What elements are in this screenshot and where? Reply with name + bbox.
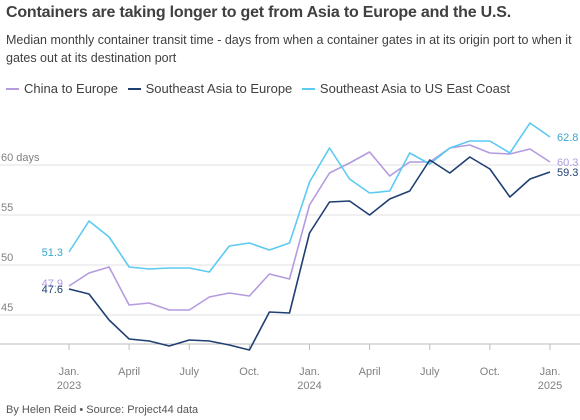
legend-label-sea-europe: Southeast Asia to Europe	[145, 81, 293, 96]
x-tick-label-2024-01-year: 2024	[297, 380, 321, 392]
gridlines	[0, 164, 580, 345]
x-tick-label-2023-07: July	[179, 366, 199, 378]
x-axis-ticks: Jan. 2023 April July Oct. Jan. 2024 April July Oc…	[57, 344, 562, 392]
x-tick-label-2023-04: April	[118, 366, 140, 378]
x-tick-label-2025-01-year: 2025	[538, 380, 562, 392]
legend-swatch-sea-us	[301, 87, 315, 90]
y-tick-label-60: 60 days	[1, 152, 40, 164]
legend: China to Europe Southeast Asia to Europe…	[6, 81, 516, 96]
legend-swatch-china-europe	[6, 87, 19, 90]
x-tick-label-2024-01: Jan.	[299, 366, 320, 378]
y-tick-label-45: 45	[1, 302, 13, 314]
y-tick-label-55: 55	[1, 202, 13, 214]
start-label-2: 51.3	[42, 247, 63, 259]
data-labels: 47.9 60.3 47.6 59.3 51.3 62.8	[42, 132, 579, 296]
x-tick-label-2024-10: Oct.	[480, 366, 500, 378]
x-tick-label-2023-10: Oct.	[239, 366, 259, 378]
chart-title: Containers are taking longer to get from…	[6, 4, 511, 21]
start-label-1: 47.6	[42, 284, 63, 296]
legend-label-sea-us: Southeast Asia to US East Coast	[319, 81, 510, 96]
end-label-0: 60.3	[557, 157, 578, 169]
series-line-2	[68, 122, 551, 273]
source-credit: By Helen Reid • Source: Project44 data	[6, 404, 199, 416]
legend-item-sea-us: Southeast Asia to US East Coast	[301, 81, 510, 96]
y-tick-label-50: 50	[1, 252, 13, 264]
series-line-1	[68, 156, 551, 351]
x-tick-label-2023-01-year: 2023	[57, 380, 81, 392]
legend-label-china-europe: China to Europe	[24, 81, 118, 96]
x-tick-label-2024-04: April	[359, 366, 381, 378]
x-tick-label-2023-01: Jan.	[59, 366, 80, 378]
legend-swatch-sea-europe	[127, 87, 141, 90]
end-label-2: 62.8	[557, 132, 578, 144]
series-line-0	[68, 144, 551, 311]
end-label-1: 59.3	[557, 167, 578, 179]
chart-subtitle: Median monthly container transit time - …	[6, 33, 572, 65]
x-tick-label-2024-07: July	[420, 366, 440, 378]
legend-item-china-europe: China to Europe	[6, 81, 118, 96]
legend-item-sea-europe: Southeast Asia to Europe	[127, 81, 293, 96]
x-tick-label-2025-01: Jan.	[540, 366, 561, 378]
start-label-0: 47.9	[42, 278, 63, 290]
y-axis-ticks: 45 50 55 60 days	[1, 152, 40, 314]
series-lines	[68, 122, 551, 351]
